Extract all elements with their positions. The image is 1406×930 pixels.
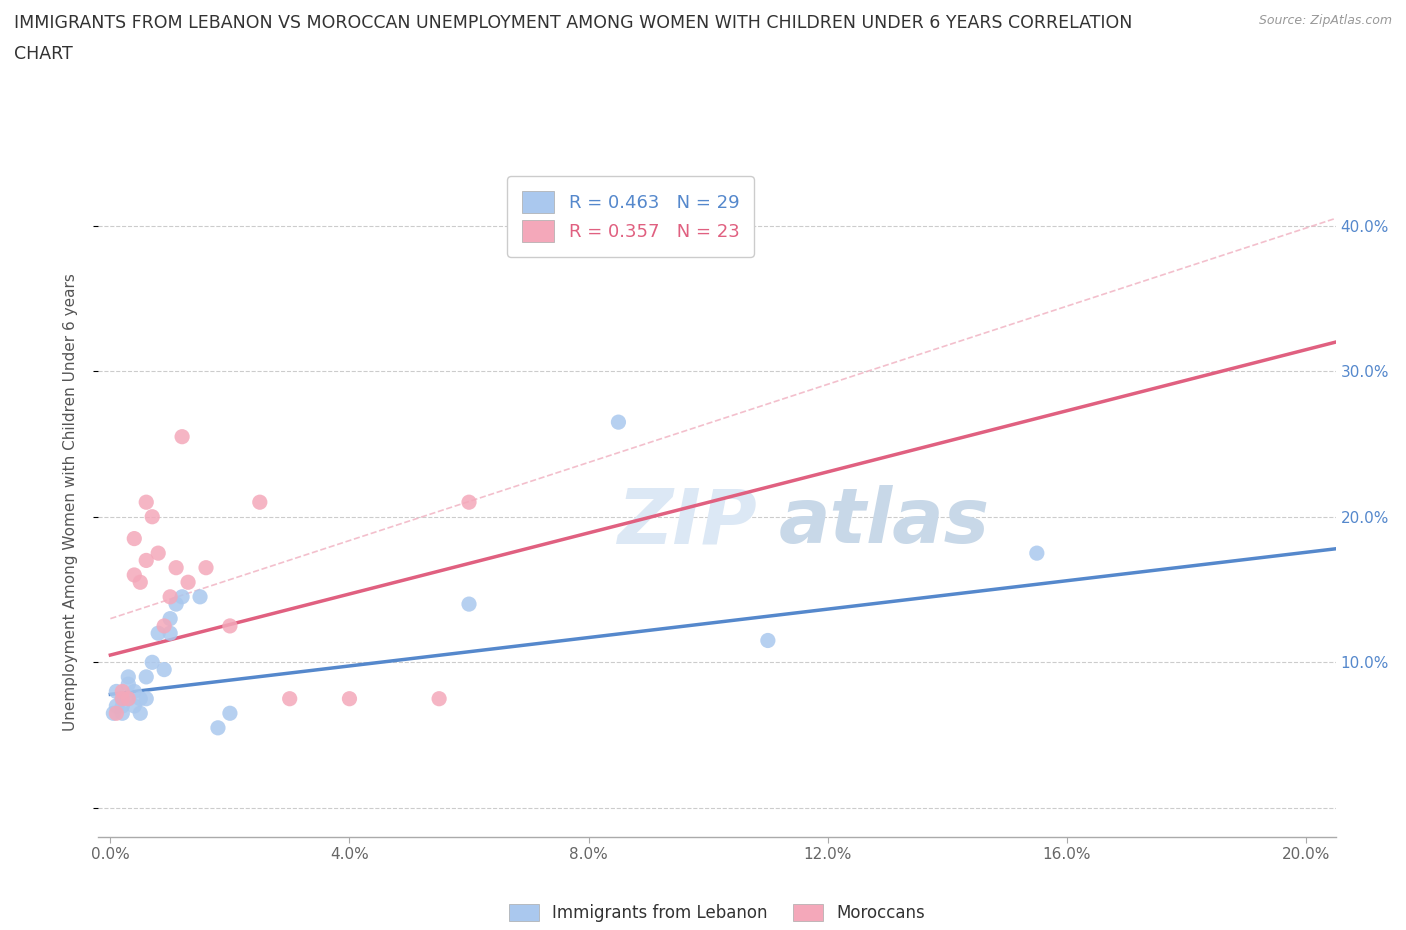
Point (111, 706, 134, 721)
Point (159, 626, 181, 641)
Point (165, 560, 187, 575)
Point (159, 611, 181, 626)
Point (195, 560, 218, 575)
Point (153, 662, 176, 677)
Point (105, 706, 128, 721)
Point (141, 655, 163, 670)
Point (135, 670, 157, 684)
Point (129, 691, 152, 706)
Point (159, 590, 181, 604)
Point (111, 684, 134, 698)
Text: IMMIGRANTS FROM LEBANON VS MOROCCAN UNEMPLOYMENT AMONG WOMEN WITH CHILDREN UNDER: IMMIGRANTS FROM LEBANON VS MOROCCAN UNEM… (14, 14, 1132, 32)
Point (105, 698, 128, 713)
Point (165, 597, 187, 612)
Point (148, 626, 170, 641)
Legend: Immigrants from Lebanon, Moroccans: Immigrants from Lebanon, Moroccans (502, 897, 932, 929)
Point (153, 618, 176, 633)
Point (172, 590, 194, 604)
Point (177, 575, 200, 590)
Y-axis label: Unemployment Among Women with Children Under 6 years: Unemployment Among Women with Children U… (63, 273, 77, 731)
Point (427, 691, 450, 706)
Point (117, 670, 139, 684)
Text: Source: ZipAtlas.com: Source: ZipAtlas.com (1258, 14, 1392, 27)
Point (111, 691, 134, 706)
Point (124, 531, 146, 546)
Point (111, 691, 134, 706)
Point (249, 495, 271, 510)
Point (105, 684, 128, 698)
Point (135, 553, 157, 568)
Point (117, 691, 139, 706)
Point (188, 590, 211, 604)
Text: CHART: CHART (14, 45, 73, 62)
Point (219, 618, 242, 633)
Point (458, 495, 481, 510)
Point (135, 495, 157, 510)
Point (339, 691, 361, 706)
Point (141, 510, 163, 525)
Point (219, 706, 242, 721)
Text: ZIP: ZIP (619, 485, 758, 559)
Point (129, 706, 152, 721)
Point (172, 430, 194, 445)
Point (148, 546, 170, 561)
Point (607, 415, 630, 430)
Point (207, 721, 229, 736)
Point (103, 706, 125, 721)
Point (124, 567, 146, 582)
Point (117, 677, 139, 692)
Point (1025, 546, 1047, 561)
Point (756, 633, 779, 648)
Point (117, 691, 139, 706)
Point (124, 684, 146, 698)
Text: atlas: atlas (779, 485, 990, 559)
Point (124, 698, 146, 713)
Point (111, 698, 134, 713)
Point (458, 597, 481, 612)
Point (278, 691, 301, 706)
Point (129, 575, 152, 590)
Point (135, 691, 157, 706)
